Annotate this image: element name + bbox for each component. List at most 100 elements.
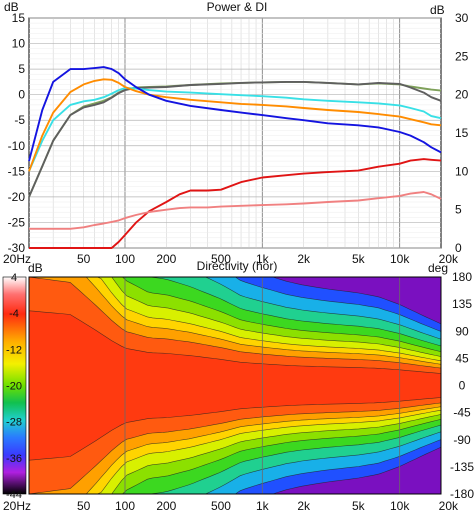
heatmap-frame	[28, 276, 442, 495]
x-tick-label: 10k	[390, 499, 410, 513]
x-tick-label: 1k	[256, 499, 270, 513]
x-tick-label: 5k	[352, 499, 366, 513]
power-di-right-unit: dB	[430, 3, 445, 17]
colorbar	[2, 276, 27, 495]
directivity-title: Directivity (hor)	[197, 259, 278, 273]
angle-tick-label: 45	[455, 351, 469, 365]
power-di-left-unit: dB	[4, 0, 19, 14]
right-tick-label: 15	[455, 126, 469, 140]
directivity-right-unit: deg	[428, 261, 448, 275]
power-di-plot-area	[28, 17, 442, 249]
x-tick-label: 2k	[297, 499, 311, 513]
x-tick-label: 20k	[439, 499, 459, 513]
left-tick-label: 5	[18, 62, 25, 76]
left-tick-label: -30	[8, 241, 26, 255]
colorbar-tick-label: -20	[6, 381, 22, 393]
contour-line	[85, 406, 441, 494]
angle-tick-label: -45	[453, 406, 471, 420]
series-line-5	[29, 158, 442, 249]
right-tick-label: 25	[455, 49, 469, 63]
x-tick-label: 5k	[352, 252, 366, 266]
power-di-left-ticks: -30 -25 -20 -15 -10 -5 0 5 10 15	[8, 11, 26, 255]
contour-line	[29, 397, 441, 461]
angle-tick-label: 90	[455, 324, 469, 338]
angle-tick-label: -180	[450, 487, 474, 501]
power-di-x-ticks: 20Hz 50 100 200 500 1k 2k 5k 10k 20k	[3, 252, 459, 266]
x-tick-label: 200	[156, 252, 176, 266]
colorbar-ticks: 4 -4 -12 -20 -28 -36 -44	[6, 272, 22, 501]
contour-line	[29, 277, 441, 369]
colorbar-tick-label: -44	[6, 489, 22, 501]
contour-line	[29, 310, 441, 374]
angle-tick-label: -90	[453, 433, 471, 447]
heat-band-9	[29, 310, 441, 461]
power-di-grid	[29, 17, 441, 249]
series-line-3	[28, 78, 442, 172]
directivity-panel: Directivity (hor) dB deg	[2, 259, 474, 513]
left-tick-label: -5	[14, 113, 25, 127]
angle-tick-label: -135	[450, 460, 474, 474]
angle-tick-label: 135	[452, 297, 472, 311]
angle-tick-label: 180	[452, 270, 472, 284]
x-tick-label: 50	[77, 499, 91, 513]
contour-line	[111, 414, 441, 494]
x-tick-label: 100	[115, 499, 135, 513]
x-tick-label: 50	[77, 252, 91, 266]
power-di-lines	[28, 66, 442, 249]
heatmap-grid	[124, 277, 401, 494]
left-tick-label: 0	[18, 88, 25, 102]
contour-line	[271, 277, 441, 325]
left-tick-label: -15	[8, 164, 26, 178]
colorbar-tick-label: -12	[6, 344, 22, 356]
series-line-1	[28, 80, 442, 198]
series-line-6	[29, 191, 442, 230]
contour-line	[111, 277, 441, 357]
angle-tick-label: 0	[459, 379, 466, 393]
contour-line	[149, 277, 441, 347]
contour-line	[204, 431, 441, 494]
right-tick-label: 20	[455, 88, 469, 102]
x-tick-label: 2k	[297, 252, 311, 266]
power-di-title: Power & DI	[207, 0, 268, 14]
x-tick-label: 200	[156, 499, 176, 513]
contour-line	[29, 402, 441, 494]
x-tick-label: 500	[211, 252, 231, 266]
x-tick-label: 100	[115, 252, 135, 266]
contour-line	[85, 277, 441, 365]
x-tick-label: 20k	[439, 252, 459, 266]
directivity-angle-ticks: 180 135 90 45 0 -45 -90 -135 -180	[450, 270, 474, 501]
left-tick-label: -10	[8, 139, 26, 153]
left-tick-label: 15	[12, 11, 26, 25]
contour-line	[121, 419, 441, 494]
colorbar-tick-label: 4	[11, 272, 17, 284]
contour-line	[149, 424, 441, 494]
x-tick-label: 500	[211, 499, 231, 513]
x-tick-label: 1k	[256, 252, 270, 266]
contour-line	[121, 277, 441, 352]
colorbar-tick-label: -28	[6, 417, 22, 429]
power-di-panel: Power & DI dB dB -30 -25 -20 -15 -10 -5 0 5 10 15…	[3, 0, 469, 266]
directivity-x-ticks: 20Hz 50 100 200 500 1k 2k 5k 10k 20k	[3, 499, 459, 513]
left-tick-label: 10	[12, 37, 26, 51]
series-line-2	[28, 87, 442, 172]
contour-line	[233, 439, 441, 494]
x-tick-label: 20Hz	[3, 499, 31, 513]
power-di-right-ticks: 0 5 10 15 20 25 30	[455, 11, 469, 255]
right-tick-label: 5	[455, 203, 462, 217]
left-tick-label: -20	[8, 190, 26, 204]
right-tick-label: 0	[455, 241, 462, 255]
x-tick-label: 10k	[390, 252, 410, 266]
heatmap-bands	[29, 277, 441, 494]
colorbar-tick-label: -36	[6, 453, 22, 465]
colorbar-tick-label: -4	[9, 308, 19, 320]
right-tick-label: 10	[455, 164, 469, 178]
right-tick-label: 30	[455, 11, 469, 25]
contour-line	[204, 277, 441, 340]
contour-line	[233, 277, 441, 332]
contour-line	[271, 446, 441, 494]
directivity-left-unit: dB	[28, 261, 43, 275]
series-line-4	[28, 66, 442, 162]
x-tick-label: 20Hz	[3, 252, 31, 266]
